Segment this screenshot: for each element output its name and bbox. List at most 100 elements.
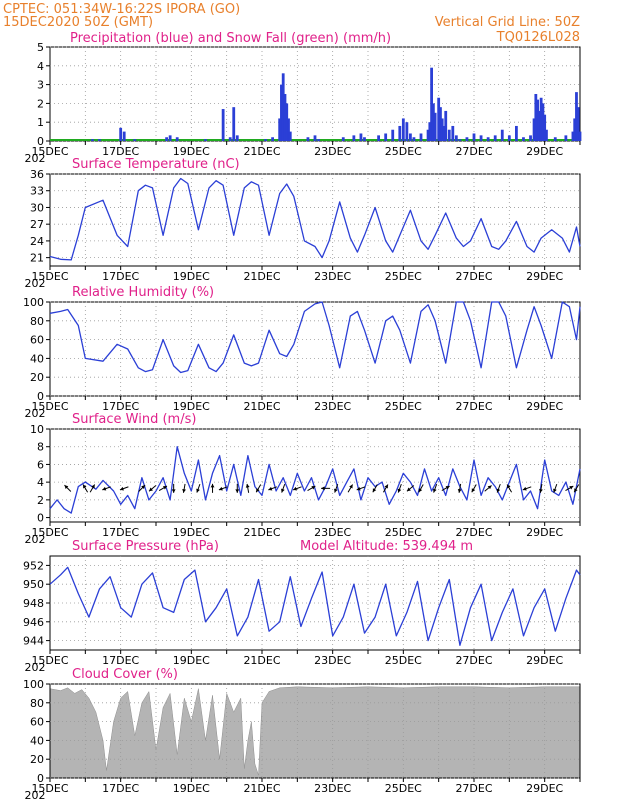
x-tick-label: 21DEC — [243, 782, 280, 795]
precip-bar — [285, 103, 289, 141]
precip-bar — [235, 135, 239, 141]
precip-bar — [458, 139, 462, 141]
wind-arrow — [382, 484, 389, 493]
wind-arrow-head — [196, 488, 200, 493]
wind-arrow — [138, 484, 146, 492]
precip-bar — [122, 131, 126, 141]
x-year-label: 202 — [25, 789, 46, 800]
model-altitude-label: Model Altitude: 539.494 m — [300, 539, 473, 554]
precip-bar — [377, 135, 380, 141]
x-tick-label: 19DEC — [173, 782, 210, 795]
marks-rh — [49, 301, 581, 374]
header-grid-note: Vertical Grid Line: 50Z — [435, 15, 580, 30]
y-tick-label: 80 — [30, 697, 44, 710]
wind-arrow-head — [406, 487, 411, 492]
pressure-series-line — [49, 566, 581, 646]
wind-arrow — [82, 484, 89, 493]
x-tick-label: 21DEC — [243, 400, 280, 413]
wind-arrow-head — [471, 488, 476, 493]
precip-bar — [341, 137, 345, 141]
y-tick-label: 60 — [30, 716, 44, 729]
precip-bar — [465, 137, 469, 141]
x-tick-label: 25DEC — [385, 270, 422, 283]
precip-bar — [575, 92, 578, 141]
wind-arrow-head — [149, 487, 153, 492]
wind-arrow-head — [569, 486, 574, 490]
wind-arrow — [292, 486, 302, 491]
precip-bar — [430, 67, 433, 141]
precip-bar — [578, 131, 582, 141]
x-year-label: 202 — [25, 152, 46, 165]
y-tick-label: 27 — [30, 218, 44, 231]
precip-bar — [98, 139, 101, 141]
wind-arrow — [418, 484, 424, 493]
wind-arrow-head — [235, 489, 240, 493]
panel-precip: 0 1 2 3 4 5 15DEC 17DEC 19DEC 21DEC 23DEC 25DEC 27DE… — [25, 31, 582, 165]
precip-bar — [522, 137, 525, 141]
grid-rh — [50, 301, 580, 397]
precip-bar — [317, 139, 320, 141]
precip-bar — [553, 137, 557, 141]
precip-bar — [221, 109, 225, 141]
y-tick-label: 1 — [37, 116, 44, 129]
x-tick-label: 23DEC — [314, 270, 351, 283]
wind-arrow-head — [91, 484, 95, 489]
wind-arrow-head — [507, 484, 511, 489]
header-station: CPTEC: 051:34W-16:22S IPORA (GO) — [3, 2, 240, 17]
ticks-cloud: 0 20 40 60 80 100 15DEC 17DEC 19DEC 21DEC 23DEC 25D… — [23, 678, 581, 800]
x-tick-label: 27DEC — [455, 145, 492, 158]
wind-arrow-head — [293, 486, 298, 491]
precip-bar — [444, 110, 448, 141]
x-year-label: 202 — [25, 533, 46, 546]
y-tick-label: 100 — [23, 296, 44, 309]
wind-arrow — [539, 483, 543, 493]
ticks-wind: 0 2 4 6 8 10 15DEC 17DEC 19DEC 21DEC 23DEC 25DEC 27D… — [25, 423, 581, 546]
precip-bar — [437, 97, 441, 141]
grid-cloud — [50, 683, 580, 779]
wind-arrow — [268, 486, 277, 491]
wind-arrow-head — [210, 483, 215, 488]
x-tick-label: 17DEC — [102, 782, 139, 795]
panel-title-cloud: Cloud Cover (%) — [72, 667, 178, 682]
wind-arrow-head — [356, 486, 361, 491]
wind-arrow — [484, 485, 492, 492]
precip-bar — [398, 125, 402, 141]
x-tick-label: 19DEC — [173, 526, 210, 539]
precip-bar — [433, 112, 437, 141]
precip-bar — [280, 84, 283, 141]
x-tick-label: 15DEC — [31, 526, 68, 539]
wind-arrow — [397, 483, 402, 493]
precip-bar — [401, 118, 405, 141]
wind-arrow-head — [281, 488, 285, 493]
y-tick-label: 2 — [37, 97, 44, 110]
wind-arrow — [496, 483, 501, 493]
wind-arrow-head — [457, 488, 462, 493]
precip-bar — [287, 118, 290, 141]
ticks-temp: 21 24 27 30 33 36 15DEC 17DEC 19DEC 21DEC 23DEC 25D… — [25, 168, 581, 290]
y-tick-label: 948 — [23, 597, 44, 610]
precip-bar — [391, 129, 395, 141]
y-tick-label: 40 — [30, 734, 44, 747]
rh-series-line — [49, 301, 581, 374]
ticks-rh: 0 20 40 60 80 100 15DEC 17DEC 19DEC 21DEC 23DEC 25D… — [23, 296, 581, 420]
wind-arrow — [255, 484, 262, 493]
wind-arrow-head — [119, 486, 124, 491]
y-tick-label: 3 — [37, 79, 44, 92]
wind-arrow-head — [311, 486, 316, 490]
x-tick-label: 19DEC — [173, 654, 210, 667]
wind-arrow — [307, 485, 316, 492]
y-tick-label: 5 — [37, 41, 44, 54]
precip-bar — [439, 107, 442, 141]
x-tick-label: 19DEC — [173, 270, 210, 283]
marks-pressure — [49, 566, 581, 646]
x-tick-label: 29DEC — [526, 400, 563, 413]
y-tick-label: 950 — [23, 578, 44, 591]
x-tick-label: 15DEC — [31, 654, 68, 667]
y-tick-label: 952 — [23, 559, 44, 572]
wind-arrow-head — [321, 486, 325, 491]
plot-frame-temp — [49, 173, 581, 267]
cloud-cover-area — [49, 686, 581, 779]
precip-bar — [409, 133, 412, 141]
precip-bar — [228, 137, 232, 141]
precip-bar — [363, 137, 366, 141]
